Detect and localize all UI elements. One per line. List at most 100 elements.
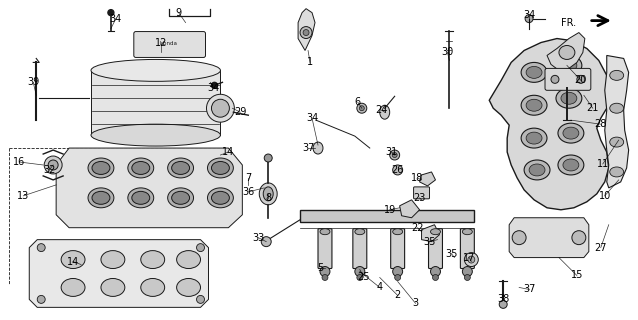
Text: 35: 35 (424, 237, 436, 247)
Text: 14: 14 (222, 147, 235, 157)
Circle shape (392, 267, 403, 276)
Circle shape (392, 165, 403, 175)
FancyBboxPatch shape (353, 229, 367, 268)
Ellipse shape (563, 127, 579, 139)
Ellipse shape (521, 128, 547, 148)
Text: 26: 26 (392, 165, 404, 175)
Text: 37: 37 (523, 284, 535, 294)
Text: 37: 37 (302, 143, 315, 153)
Text: 39: 39 (27, 77, 40, 87)
Text: 20: 20 (575, 75, 587, 85)
Text: 38: 38 (497, 294, 509, 304)
Text: 12: 12 (154, 37, 167, 47)
Circle shape (303, 29, 309, 36)
Ellipse shape (521, 95, 547, 115)
Ellipse shape (380, 105, 390, 119)
Text: 27: 27 (595, 243, 607, 252)
Text: 14: 14 (67, 257, 79, 267)
Ellipse shape (172, 162, 189, 174)
Ellipse shape (526, 132, 542, 144)
Ellipse shape (128, 158, 154, 178)
Text: 30: 30 (441, 47, 454, 58)
Circle shape (197, 295, 205, 303)
Text: 34: 34 (207, 83, 219, 93)
Circle shape (211, 82, 218, 88)
Polygon shape (547, 33, 585, 70)
Ellipse shape (61, 251, 85, 268)
Ellipse shape (563, 159, 579, 171)
Text: 35: 35 (445, 249, 457, 259)
FancyBboxPatch shape (429, 229, 443, 268)
Ellipse shape (48, 160, 58, 170)
Circle shape (357, 103, 367, 113)
Circle shape (499, 300, 507, 308)
Ellipse shape (561, 60, 577, 71)
FancyBboxPatch shape (91, 70, 221, 135)
Circle shape (551, 76, 559, 83)
Polygon shape (605, 55, 628, 188)
Ellipse shape (558, 123, 584, 143)
Ellipse shape (88, 158, 114, 178)
Polygon shape (56, 148, 242, 228)
FancyBboxPatch shape (300, 210, 474, 222)
Text: 23: 23 (413, 193, 426, 203)
Ellipse shape (559, 45, 575, 60)
Polygon shape (29, 240, 209, 307)
Circle shape (37, 295, 45, 303)
Ellipse shape (141, 278, 165, 296)
Ellipse shape (211, 191, 230, 204)
Ellipse shape (355, 229, 365, 235)
Ellipse shape (463, 229, 472, 235)
Circle shape (322, 275, 328, 280)
Ellipse shape (168, 158, 193, 178)
Circle shape (512, 231, 526, 244)
FancyBboxPatch shape (413, 187, 429, 199)
Circle shape (395, 275, 401, 280)
Ellipse shape (211, 162, 230, 174)
Ellipse shape (529, 164, 545, 176)
Text: 11: 11 (597, 159, 609, 169)
Circle shape (37, 244, 45, 252)
Text: 2: 2 (394, 291, 401, 300)
Ellipse shape (524, 160, 550, 180)
Ellipse shape (313, 142, 323, 154)
Text: 34: 34 (306, 113, 318, 123)
Ellipse shape (101, 278, 125, 296)
Text: 34: 34 (523, 10, 535, 20)
Text: 10: 10 (598, 191, 611, 201)
Text: 24: 24 (376, 105, 388, 115)
Ellipse shape (177, 278, 200, 296)
Ellipse shape (526, 67, 542, 78)
Polygon shape (509, 218, 589, 258)
Polygon shape (399, 200, 420, 218)
FancyBboxPatch shape (545, 68, 591, 90)
Ellipse shape (211, 99, 230, 117)
Circle shape (264, 154, 272, 162)
Ellipse shape (91, 60, 221, 81)
Text: 33: 33 (252, 233, 264, 243)
Circle shape (390, 150, 399, 160)
Text: 9: 9 (175, 8, 182, 18)
Ellipse shape (132, 191, 150, 204)
Ellipse shape (92, 191, 110, 204)
Circle shape (320, 267, 330, 276)
Polygon shape (489, 38, 609, 210)
Text: 36: 36 (242, 187, 255, 197)
Text: 5: 5 (317, 262, 323, 273)
Circle shape (359, 106, 364, 111)
Ellipse shape (431, 229, 440, 235)
Ellipse shape (207, 94, 234, 122)
Text: 13: 13 (17, 191, 29, 201)
Text: 7: 7 (245, 173, 251, 183)
FancyBboxPatch shape (134, 32, 205, 58)
Ellipse shape (558, 155, 584, 175)
Text: 16: 16 (13, 157, 26, 167)
Circle shape (355, 267, 365, 276)
FancyBboxPatch shape (390, 229, 404, 268)
Text: 22: 22 (412, 223, 424, 233)
Ellipse shape (468, 256, 475, 263)
Circle shape (357, 275, 363, 280)
Polygon shape (420, 172, 436, 186)
Text: 6: 6 (355, 97, 361, 107)
Ellipse shape (128, 188, 154, 208)
